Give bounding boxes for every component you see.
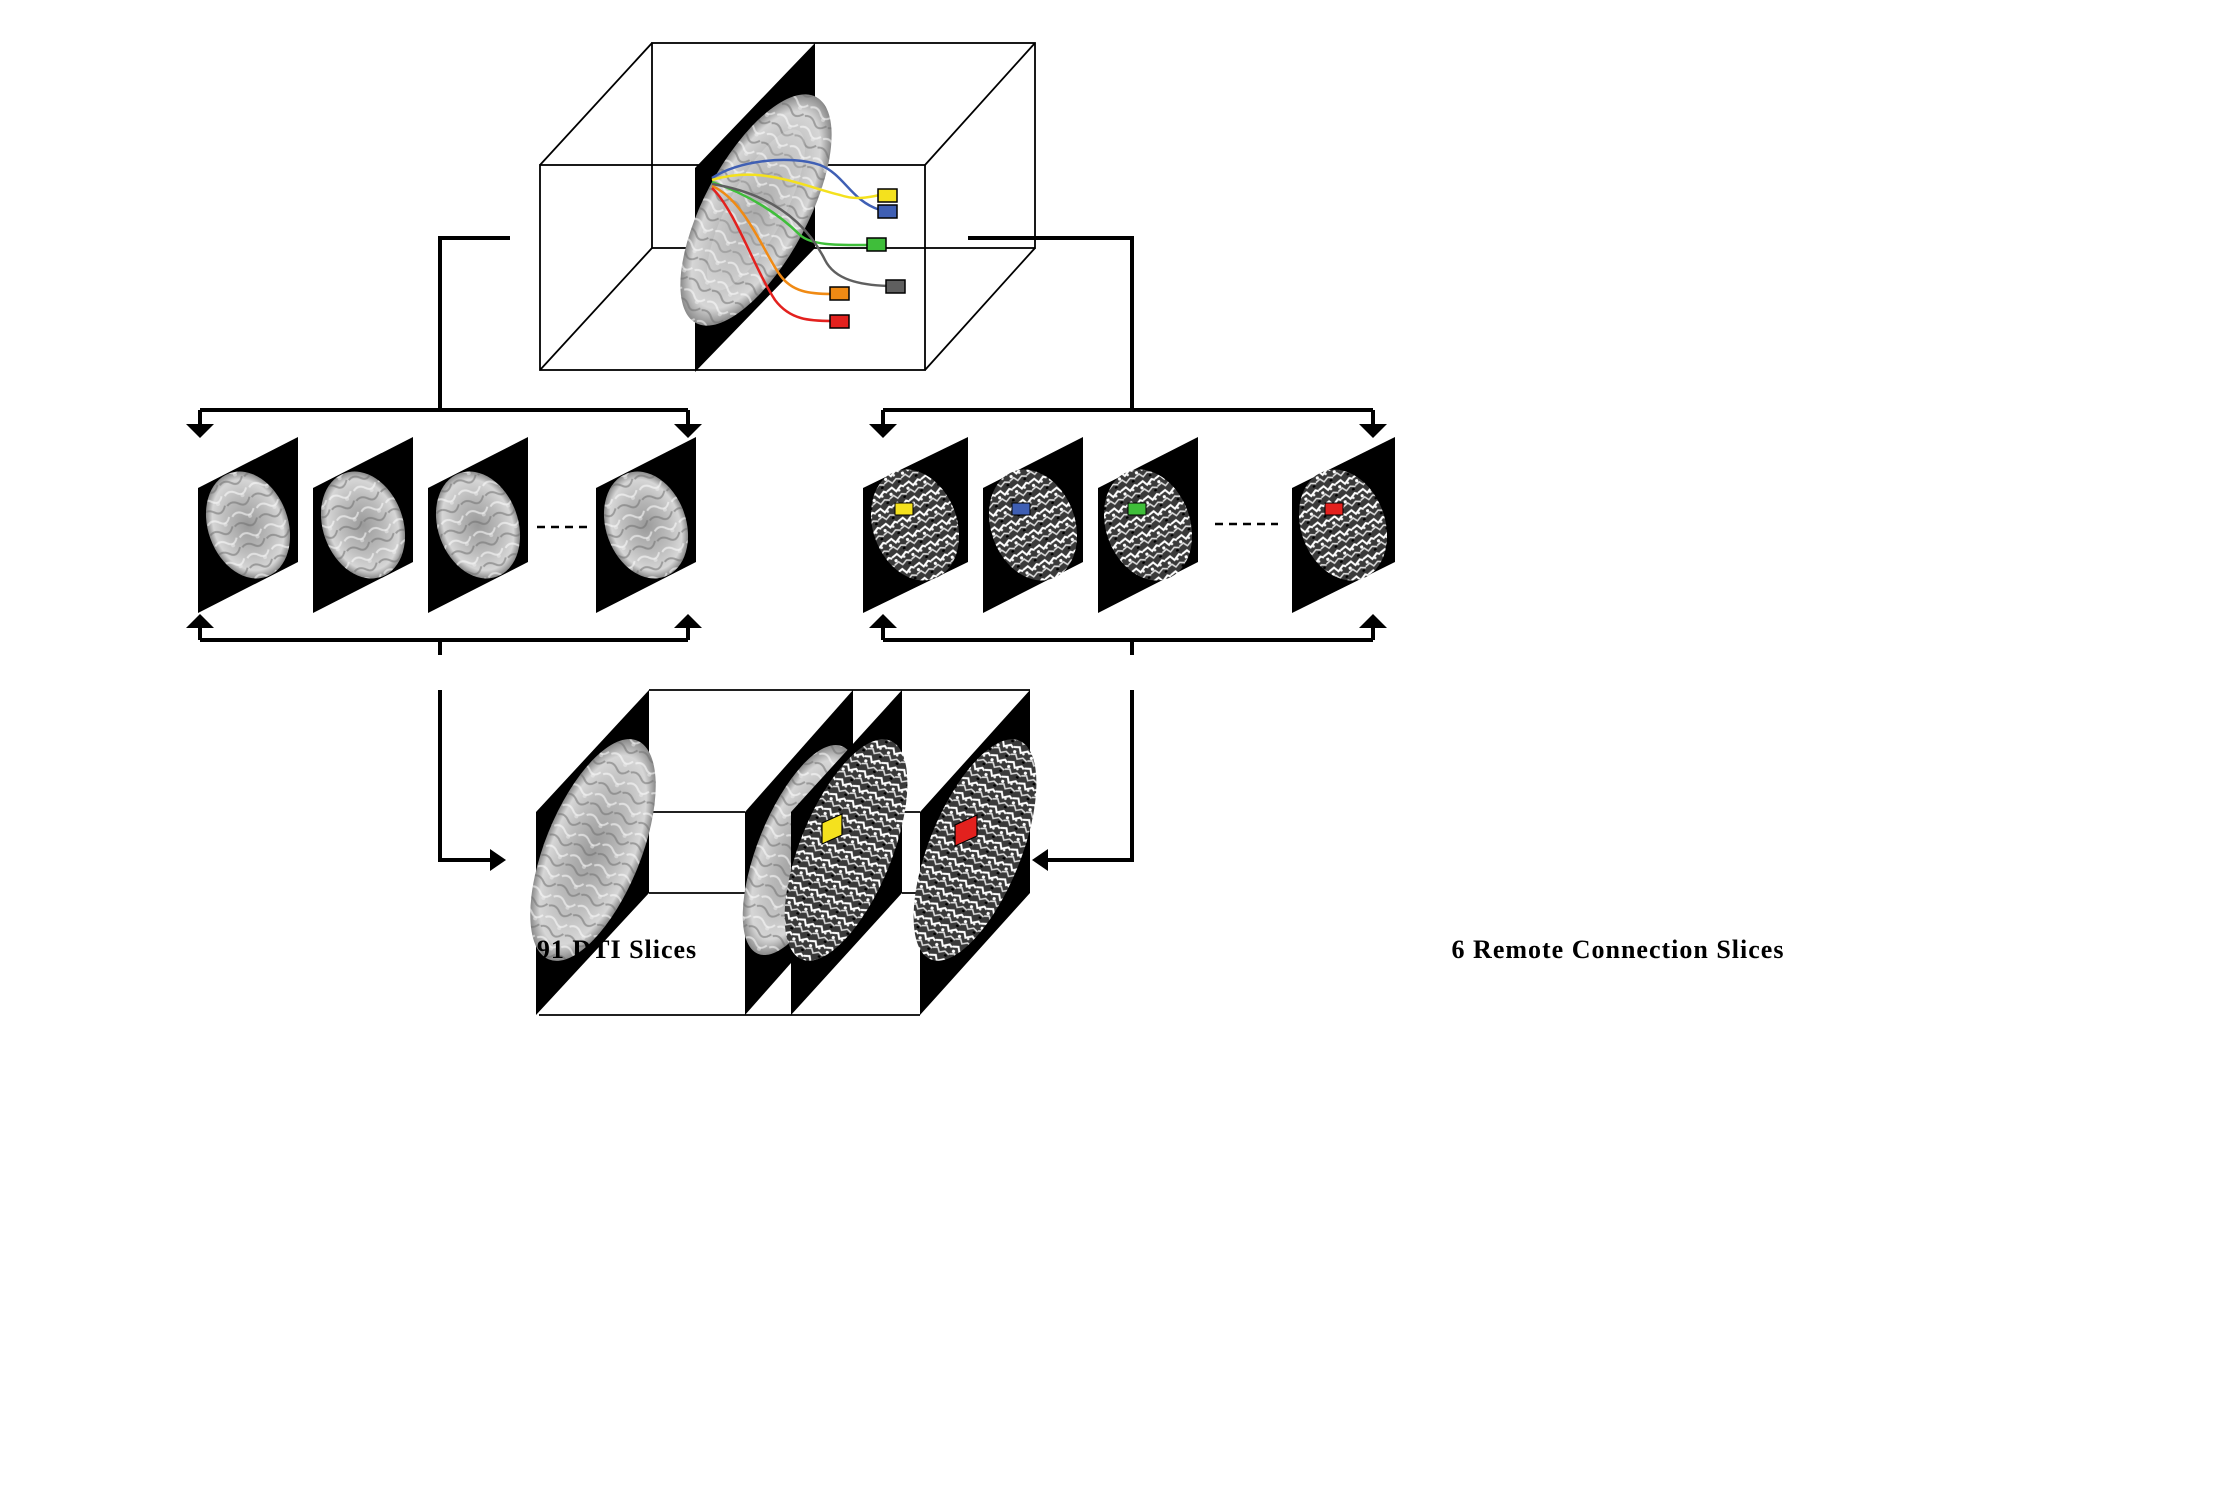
remote-marker-green xyxy=(1127,502,1147,516)
dti-slice xyxy=(596,437,696,613)
marker-orange xyxy=(829,286,850,301)
tract-gray xyxy=(711,182,889,288)
marker-yellow xyxy=(877,188,898,203)
dti-slices-label: 91 DTI Slices xyxy=(536,935,698,964)
region-markers xyxy=(829,188,906,329)
tract-yellow xyxy=(711,173,881,200)
fiber-tracts xyxy=(711,158,889,323)
remote-slice xyxy=(863,437,968,613)
arrow-up-icons xyxy=(186,614,1387,628)
marker-gray xyxy=(885,279,906,294)
dti-slice xyxy=(313,437,413,613)
combined-dti-slice xyxy=(530,690,656,1015)
arrow-down-icon xyxy=(674,424,702,438)
marker-red xyxy=(829,314,850,329)
combined-remote-slice-last xyxy=(913,690,1037,1015)
combined-marker-yellow xyxy=(821,813,843,845)
tract-green xyxy=(711,180,871,247)
arrow-down-icon xyxy=(1359,424,1387,438)
arrow-down-icon xyxy=(869,424,897,438)
remote-marker-blue xyxy=(1011,502,1031,516)
arrow-up-icon xyxy=(1359,614,1387,628)
arrow-down-icons xyxy=(186,424,1387,438)
arrow-up-icon xyxy=(869,614,897,628)
combined-marker-red xyxy=(954,814,978,847)
remote-marker-yellow xyxy=(894,502,914,516)
remote-slice xyxy=(1292,437,1395,613)
arrow-up-icon xyxy=(186,614,214,628)
remote-slice xyxy=(983,437,1083,613)
marker-blue xyxy=(877,204,898,219)
combined-remote-slice xyxy=(784,690,908,1015)
arrow-up-icon xyxy=(674,614,702,628)
arrow-right-icon xyxy=(490,849,506,871)
remote-marker-red xyxy=(1324,502,1344,516)
remote-connection-slices-label: 6 Remote Connection Slices xyxy=(1451,935,1785,964)
marker-green xyxy=(866,237,887,252)
arrow-down-icon xyxy=(186,424,214,438)
dti-slice xyxy=(428,437,528,613)
remote-slice xyxy=(1098,437,1198,613)
connectors-middle xyxy=(198,627,1375,862)
connectors-top xyxy=(198,236,1375,425)
tract-red xyxy=(711,187,833,323)
tract-orange xyxy=(711,184,833,296)
top-brain-slice xyxy=(680,43,832,372)
dti-slice-row xyxy=(198,437,696,613)
remote-slice-row xyxy=(863,437,1395,613)
dti-slice xyxy=(198,437,298,613)
arrow-left-icon xyxy=(1032,849,1048,871)
